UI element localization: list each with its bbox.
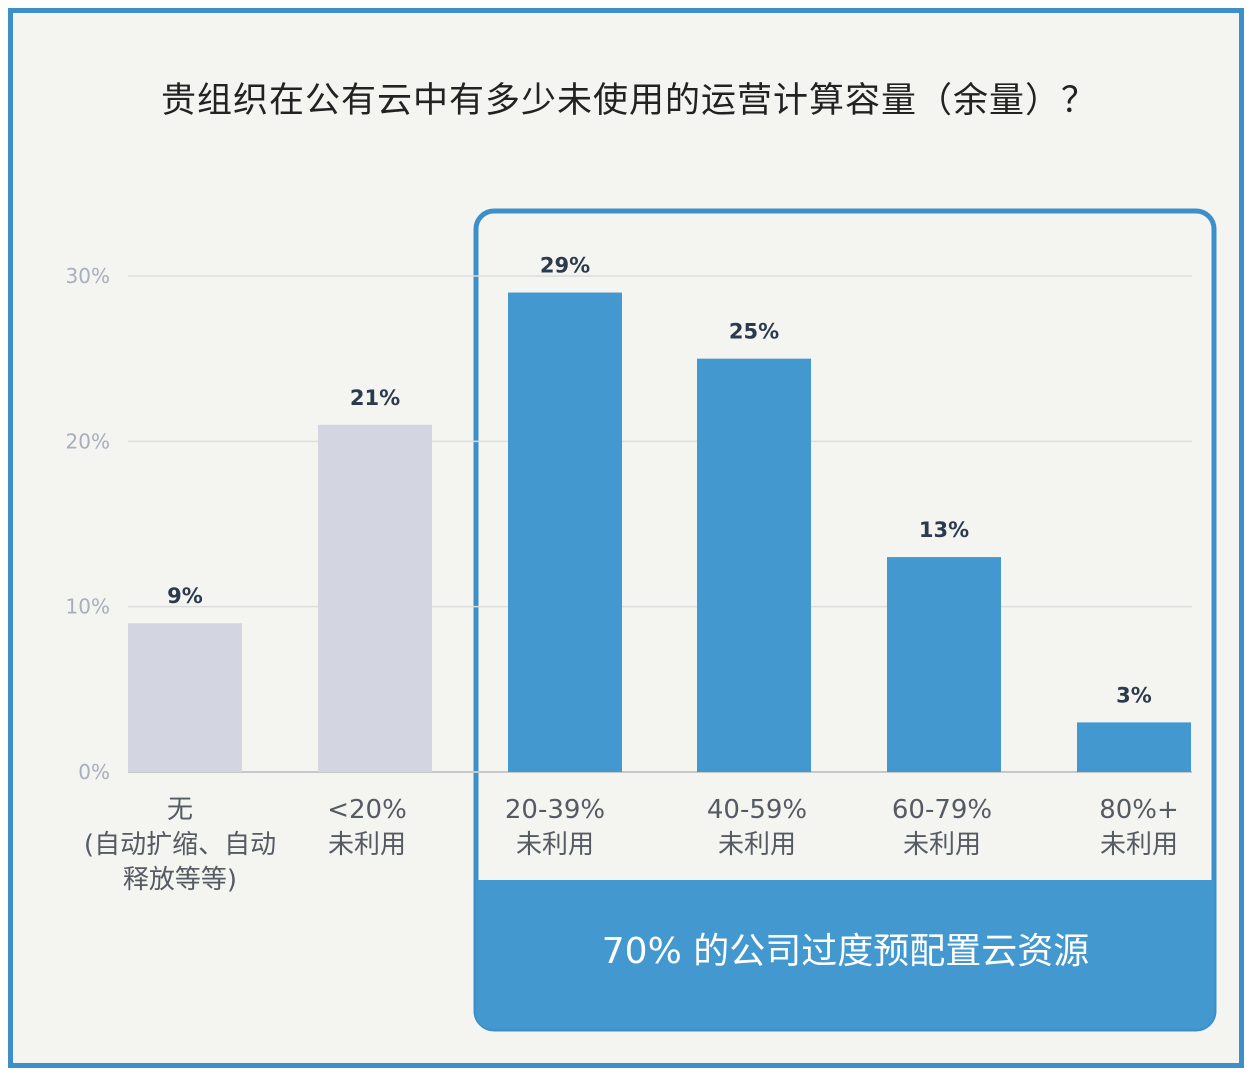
x-tick-line: <20% [327, 795, 407, 825]
x-tick-label: 40-59% 未利用 [707, 795, 807, 860]
data-label: 9% [167, 584, 203, 608]
x-tick-label: 60-79% 未利用 [892, 795, 992, 860]
data-label: 29% [540, 254, 590, 278]
x-tick-line: 未利用 [516, 830, 594, 860]
bar [1077, 722, 1191, 772]
x-tick-line: 无 [167, 795, 193, 825]
x-tick-line: 80%+ [1099, 795, 1179, 825]
y-tick-label: 20% [66, 429, 110, 453]
x-tick-label: 80%+ 未利用 [1099, 795, 1179, 860]
x-tick-line: 未利用 [328, 830, 406, 860]
bar [508, 292, 622, 772]
bar [697, 358, 811, 772]
x-tick-line: (自动扩缩、自动 [84, 830, 276, 860]
x-tick-line: 未利用 [718, 830, 796, 860]
data-label: 13% [919, 518, 969, 542]
chart-title: 贵组织在公有云中有多少未使用的运营计算容量（余量）？ [160, 81, 1097, 121]
y-tick-label: 10% [66, 595, 110, 619]
y-tick-label: 30% [66, 264, 110, 288]
x-tick-label: <20% 未利用 [327, 795, 407, 860]
data-label: 25% [729, 320, 779, 344]
bar [318, 424, 432, 772]
x-tick-label: 20-39% 未利用 [505, 795, 605, 860]
data-label: 3% [1116, 683, 1152, 707]
callout-text: 70% 的公司过度预配置云资源 [601, 931, 1090, 972]
data-label: 21% [350, 386, 400, 410]
x-tick-line: 20-39% [505, 795, 605, 825]
x-tick-line: 未利用 [1100, 830, 1178, 860]
bar [887, 557, 1001, 772]
y-tick-label: 0% [78, 760, 110, 784]
callout-banner [476, 880, 1214, 1029]
x-tick-line: 未利用 [903, 830, 981, 860]
x-tick-line: 释放等等) [123, 865, 237, 895]
x-tick-line: 40-59% [707, 795, 807, 825]
x-tick-label: 无 (自动扩缩、自动释放等等) [84, 795, 276, 895]
bar [128, 623, 242, 772]
x-tick-line: 60-79% [892, 795, 992, 825]
